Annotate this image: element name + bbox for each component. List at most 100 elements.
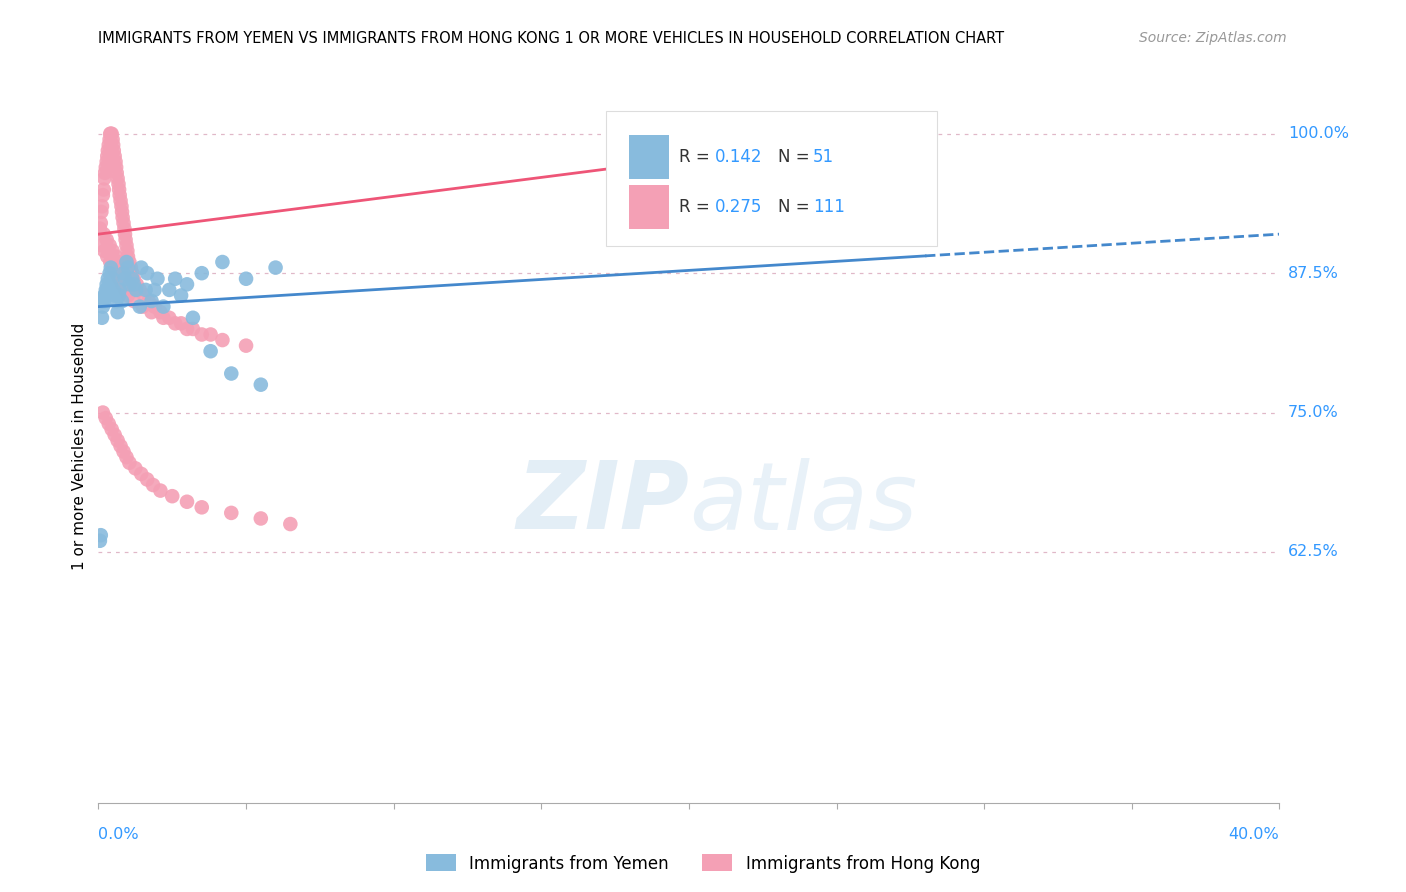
Point [114, 227, 136, 242]
Point [149, 305, 172, 319]
Point [191, 266, 214, 280]
Point [93, 182, 115, 196]
Point [94, 161, 117, 175]
Point [152, 310, 174, 325]
Point [134, 288, 156, 302]
Point [136, 266, 159, 280]
Point [117, 271, 139, 285]
Text: N =: N = [778, 148, 814, 166]
FancyBboxPatch shape [628, 186, 669, 228]
Point [165, 271, 187, 285]
Point [96, 233, 118, 247]
Point [89, 533, 111, 548]
Point [115, 238, 138, 252]
Point [110, 260, 132, 275]
Point [120, 260, 142, 275]
Text: 87.5%: 87.5% [1288, 266, 1339, 281]
Point [117, 260, 139, 275]
Point [112, 266, 135, 280]
Point [107, 255, 129, 269]
Point [108, 283, 131, 297]
Point [138, 293, 160, 308]
Point [135, 283, 157, 297]
Point [117, 250, 139, 264]
Point [132, 300, 155, 314]
Point [93, 244, 115, 258]
Point [115, 450, 138, 465]
Text: 62.5%: 62.5% [1288, 544, 1339, 559]
Point [141, 305, 163, 319]
Point [122, 293, 145, 308]
Point [115, 255, 138, 269]
Point [176, 322, 198, 336]
Point [93, 227, 115, 242]
Point [108, 182, 131, 196]
Point [93, 293, 115, 308]
Point [170, 288, 193, 302]
Point [101, 132, 124, 146]
Point [176, 494, 198, 508]
Point [143, 283, 166, 297]
Text: ZIP: ZIP [516, 457, 689, 549]
Point [94, 288, 117, 302]
Point [96, 250, 118, 264]
Point [110, 194, 132, 208]
Point [146, 271, 169, 285]
Point [136, 473, 159, 487]
Point [104, 250, 127, 264]
Point [100, 260, 122, 275]
Point [114, 233, 136, 247]
Point [98, 127, 121, 141]
Point [125, 283, 148, 297]
Y-axis label: 1 or more Vehicles in Household: 1 or more Vehicles in Household [72, 322, 87, 570]
Point [105, 293, 128, 308]
Text: R =: R = [679, 148, 716, 166]
Text: 0.0%: 0.0% [98, 827, 139, 841]
Point [111, 277, 134, 292]
Point [107, 177, 129, 191]
Point [91, 405, 114, 420]
Point [129, 467, 152, 481]
Point [111, 293, 134, 308]
Point [120, 277, 142, 292]
Point [91, 300, 114, 314]
Point [157, 283, 180, 297]
Point [93, 288, 115, 302]
Point [141, 293, 163, 308]
Point [200, 327, 222, 342]
Text: atlas: atlas [689, 458, 917, 549]
Point [111, 204, 134, 219]
Point [117, 244, 139, 258]
Point [94, 283, 117, 297]
Point [211, 333, 233, 347]
Text: 111: 111 [813, 198, 845, 216]
Point [104, 288, 127, 302]
Text: 100.0%: 100.0% [1288, 127, 1348, 141]
Point [100, 127, 122, 141]
Point [122, 271, 145, 285]
Point [111, 211, 134, 225]
Point [191, 500, 214, 515]
Point [96, 154, 118, 169]
Point [107, 171, 129, 186]
Point [96, 277, 118, 292]
Point [97, 144, 120, 158]
Point [110, 199, 132, 213]
Point [107, 434, 129, 448]
Point [91, 310, 114, 325]
Point [98, 266, 121, 280]
Point [157, 310, 180, 325]
Point [97, 417, 120, 431]
Point [191, 327, 214, 342]
Point [91, 188, 114, 202]
Point [211, 255, 233, 269]
Point [219, 367, 243, 381]
Point [98, 132, 121, 146]
Point [121, 266, 143, 280]
Point [152, 300, 174, 314]
Point [103, 260, 125, 275]
Point [121, 271, 143, 285]
Point [128, 300, 150, 314]
Point [89, 221, 111, 235]
Point [235, 339, 257, 353]
